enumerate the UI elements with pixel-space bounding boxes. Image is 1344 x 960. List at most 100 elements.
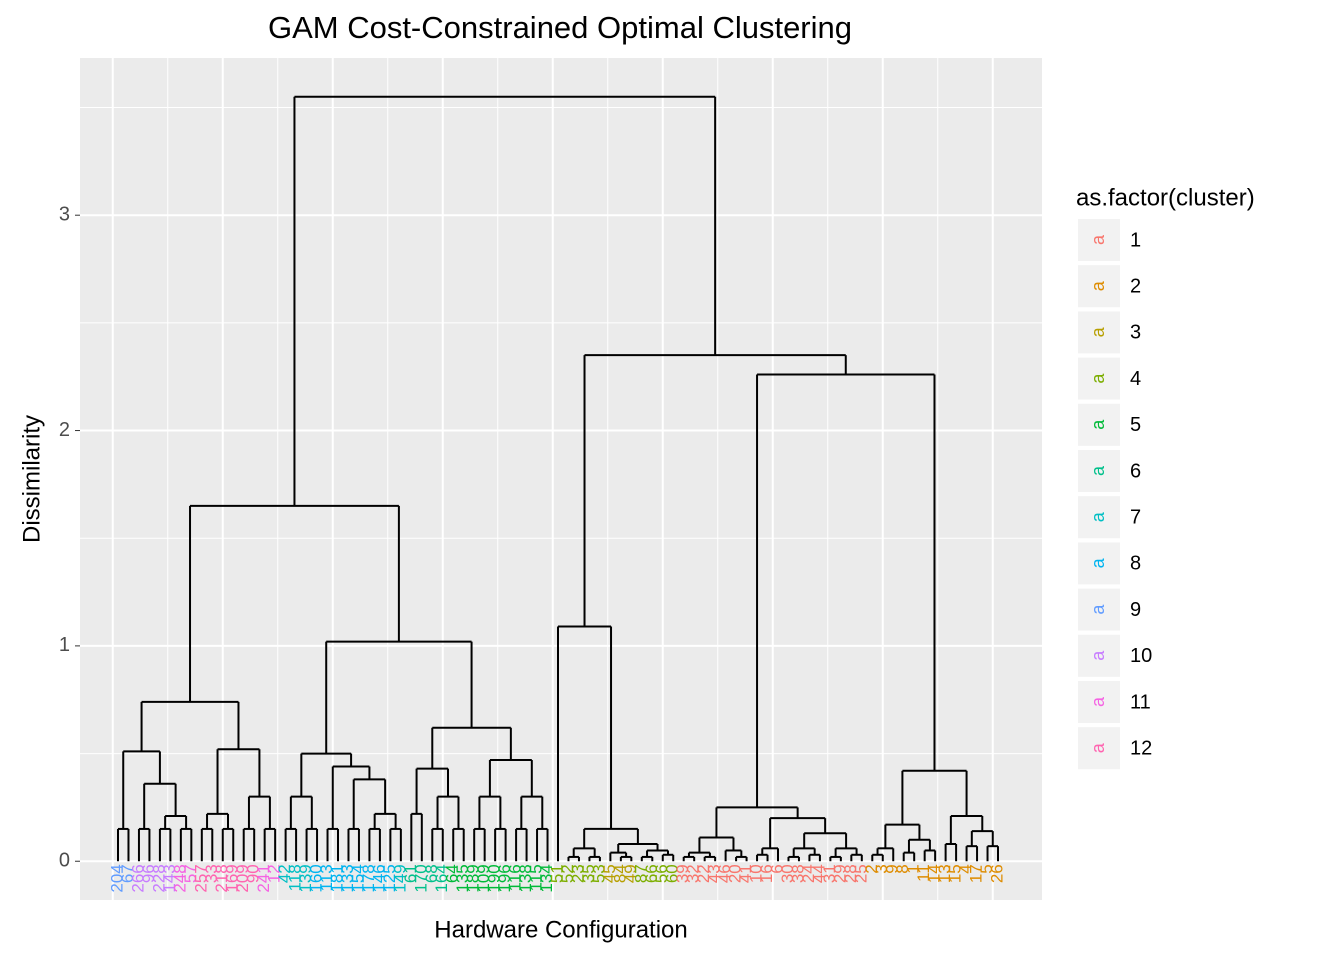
legend-key [1078,496,1120,539]
legend-label: 7 [1130,506,1141,528]
leaf-label: 125 [380,864,399,892]
legend-label: 9 [1130,599,1141,621]
legend-key [1078,634,1120,677]
leaf-label: 45 [600,864,619,883]
leaf-label: 68 [422,864,441,883]
legend-key-glyph: a [1088,696,1108,707]
leaf-label: 169 [223,864,242,892]
leaf-label: 20 [726,864,745,883]
leaf-label: 160 [307,864,326,892]
legend-key [1078,588,1120,631]
legend-key-glyph: a [1088,419,1108,430]
leaf-label: 1 [904,864,923,873]
leaf-label: 46 [715,864,734,883]
leaf-label: 52 [558,864,577,883]
leaf-label: 164 [432,864,451,892]
leaf-label: 31 [820,864,839,883]
legend-key [1078,542,1120,585]
leaf-label: 87 [631,864,650,883]
leaf-label: 149 [390,864,409,892]
leaf-label: 41 [736,864,755,883]
legend-key-glyph: a [1088,280,1108,291]
legend-label: 8 [1130,553,1141,575]
y-tick-label: 2 [59,419,70,441]
leaf-label: 39 [673,864,692,883]
leaf-label: 139 [296,864,315,892]
legend-title: as.factor(cluster) [1076,184,1255,211]
leaf-label: 178 [359,864,378,892]
leaf-label: 56 [652,864,671,883]
legend-key-glyph: a [1088,650,1108,661]
legend-key-glyph: a [1088,511,1108,522]
chart-title: GAM Cost-Constrained Optimal Clustering [268,10,852,45]
leaf-label: 64 [443,864,462,883]
leaf-label: 209 [233,864,252,892]
legend-label: 12 [1130,737,1152,759]
leaf-label: 248 [170,864,189,892]
legend-key [1078,403,1120,446]
leaf-label: 154 [348,864,367,892]
leaf-label: 28 [841,864,860,883]
leaf-label: 134 [537,864,556,892]
leaf-label: 35 [579,864,598,883]
legend-key [1078,681,1120,723]
leaf-label: 5 [977,864,996,873]
leaf-label: 90 [244,864,263,883]
legend-key-glyph: a [1088,465,1108,476]
legend-label: 10 [1130,645,1152,667]
leaf-label: 10 [747,864,766,883]
legend-key-glyph: a [1088,326,1108,337]
legend-label: 4 [1130,368,1141,390]
legend-key-glyph: a [1088,742,1108,753]
legend-key-glyph: a [1088,557,1108,568]
legend-label: 5 [1130,414,1141,436]
legend-label: 11 [1130,691,1151,713]
leaf-label: 15 [946,864,965,883]
leaf-label: 14 [925,864,944,883]
leaf-label: 115 [527,864,546,891]
leaf-label: 8 [893,864,912,873]
leaf-label: 189 [464,864,483,892]
leaf-label: 218 [212,864,231,892]
leaf-label: 22 [694,864,713,883]
leaf-label: 23 [568,864,587,883]
leaf-label: 9 [883,864,902,873]
legend-key-glyph: a [1088,604,1108,615]
leaf-label: 25 [851,864,870,883]
legend-key [1078,357,1120,400]
leaf-label: 38 [788,864,807,883]
leaf-label: 6 [767,864,786,873]
dendrogram: 2046726696228143248572573321816920990241… [107,95,1006,893]
leaf-label: 241 [254,864,273,892]
leaf-label: 30 [778,864,797,883]
leaf-label: 181 [327,864,346,892]
leaf-label: 266 [128,864,147,892]
leaf-label: 135 [453,864,472,892]
leaf-label: 17 [967,864,986,883]
leaf-label: 60 [663,864,682,883]
leaf-label: 53 [589,864,608,883]
leaf-label: 190 [485,864,504,892]
leaf-label: 133 [338,864,357,892]
panel [80,58,1042,900]
leaf-label: 138 [516,864,535,892]
y-tick-label: 0 [59,850,70,872]
leaf-label: 51 [547,864,566,883]
grid [80,58,1042,900]
leaf-label: 116 [506,864,525,891]
legend-key [1078,265,1120,308]
legend-key [1078,311,1120,354]
leaf-label: 11 [914,864,933,882]
leaf-label: 16 [757,864,776,883]
legend: a 1 a 2 a 3 a 4 a 5 a 6 a 7 a 8 a 9 a 10 a 11 a 12 [1078,219,1152,770]
leaf-label: 29 [830,864,849,883]
leaf-label: 84 [610,864,629,883]
leaf-label: 57 [181,864,200,883]
legend-key [1078,450,1120,492]
x-axis-label: Hardware Configuration [434,916,687,943]
legend-key-glyph: a [1088,373,1108,384]
leaf-label: 228 [149,864,168,892]
leaf-label: 118 [286,864,305,891]
